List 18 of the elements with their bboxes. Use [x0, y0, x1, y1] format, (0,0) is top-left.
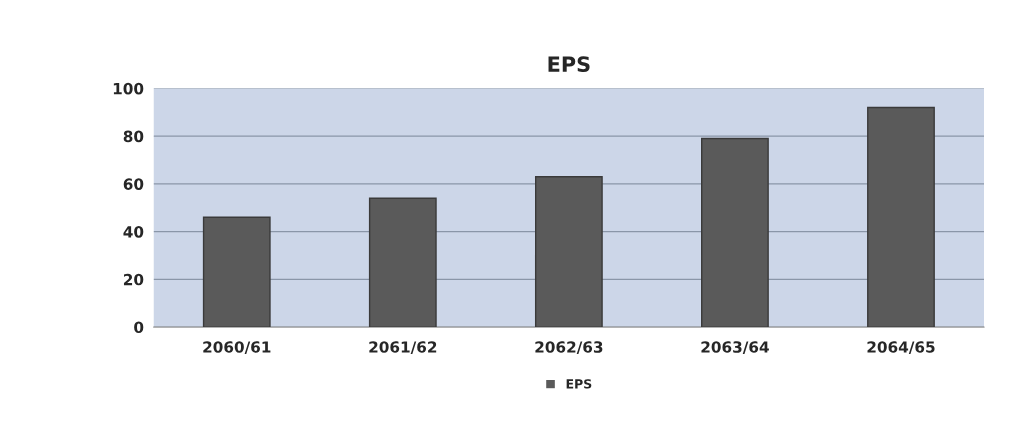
y-tick-label: 100 — [113, 82, 144, 95]
chart-title: EPS — [548, 56, 590, 73]
x-tick-label: 2063/64 — [701, 341, 769, 354]
bar — [202, 216, 271, 328]
bar — [368, 197, 437, 328]
x-tick-label: 2064/65 — [867, 341, 935, 354]
x-tick-label: 2061/62 — [369, 341, 437, 354]
y-tick-label: 80 — [123, 130, 144, 143]
bar — [534, 176, 603, 328]
y-tick-label: 0 — [134, 321, 144, 334]
y-tick-label: 60 — [123, 178, 144, 190]
y-tick-label: 20 — [123, 273, 144, 286]
legend-label: EPS — [566, 379, 592, 389]
x-tick-label: 2062/63 — [535, 341, 603, 354]
bar — [867, 106, 935, 328]
bar — [701, 137, 769, 328]
y-tick-label: 40 — [123, 226, 144, 238]
x-tick-label: 2060/61 — [203, 341, 271, 354]
